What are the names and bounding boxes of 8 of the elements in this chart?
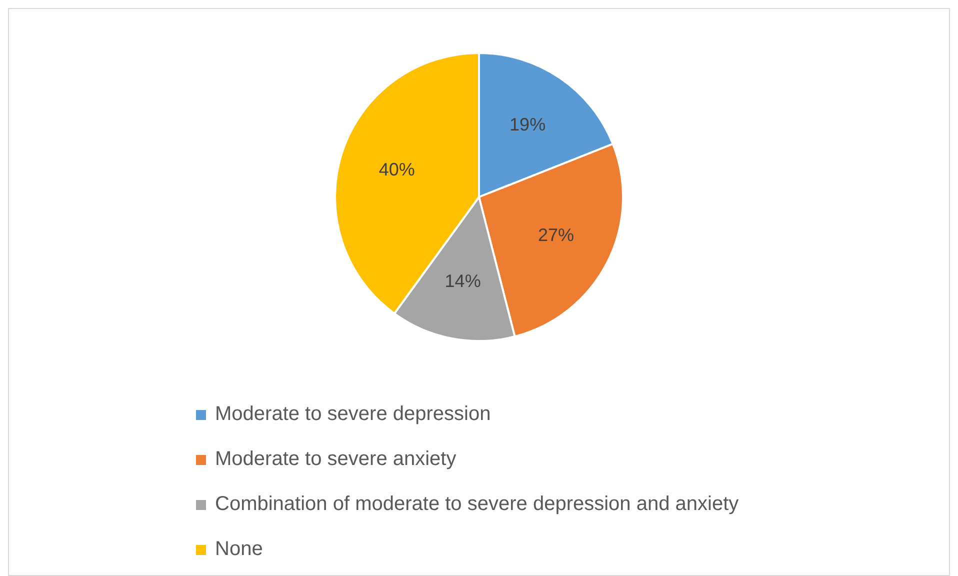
data-label: 27% (538, 225, 574, 246)
legend-label: Moderate to severe depression (215, 403, 491, 426)
data-label: 40% (378, 159, 415, 180)
data-label: 19% (510, 114, 546, 135)
legend-label: Moderate to severe anxiety (215, 448, 456, 471)
legend-label: Combination of moderate to severe depression and anxiety (215, 493, 739, 516)
legend-label: None (215, 538, 263, 561)
data-label: 14% (444, 270, 481, 291)
